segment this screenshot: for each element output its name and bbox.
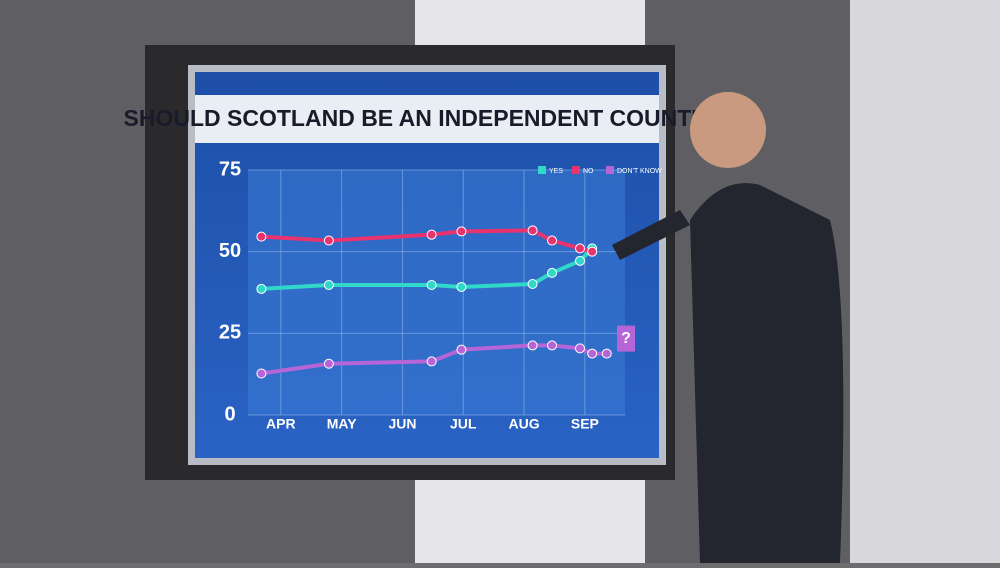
- data-point: [456, 281, 467, 292]
- plot-area: [248, 170, 625, 415]
- data-point: [256, 368, 267, 379]
- y-tick-label: 50: [219, 240, 241, 262]
- legend-swatch: [538, 166, 546, 174]
- chart-title: SHOULD SCOTLAND BE AN INDEPENDENT COUNTR…: [124, 105, 737, 131]
- x-tick-label: APR: [266, 416, 296, 432]
- data-point: [547, 235, 558, 246]
- data-point: [426, 279, 437, 290]
- data-point: [527, 279, 538, 290]
- x-tick-label: MAY: [327, 416, 357, 432]
- series-line: [261, 247, 594, 291]
- data-point: [256, 283, 267, 294]
- data-point: [587, 348, 598, 359]
- data-point: [323, 358, 334, 369]
- x-tick-label: JUL: [450, 416, 477, 432]
- data-point: [323, 279, 334, 290]
- data-point: [323, 235, 334, 246]
- studio-panel: [850, 0, 1000, 563]
- data-point: [527, 340, 538, 351]
- presenter: [690, 183, 844, 563]
- chart: 0 25 50 75 APR MAY JUN JUL AUG SEP YES NO DON'T KNOW…: [219, 158, 662, 431]
- y-tick-label: 25: [219, 322, 241, 344]
- legend-swatch: [572, 166, 580, 174]
- data-point: [426, 229, 437, 240]
- data-point: [587, 246, 598, 257]
- y-tick-label: 0: [224, 403, 235, 425]
- data-point: [575, 243, 586, 254]
- data-point: [456, 226, 467, 237]
- data-point: [456, 344, 467, 355]
- y-tick-label: 75: [219, 158, 241, 180]
- x-tick-label: SEP: [571, 416, 599, 432]
- x-tick-label: JUN: [388, 416, 416, 432]
- legend-label: YES: [549, 168, 563, 175]
- annotation: ?: [621, 330, 631, 347]
- data-point: [256, 231, 267, 242]
- data-point: [547, 267, 558, 278]
- legend-label: NO: [583, 168, 594, 175]
- annotation-box: [617, 325, 635, 352]
- data-point: [426, 356, 437, 367]
- legend-swatch: [606, 166, 614, 174]
- data-point: [575, 255, 586, 266]
- presenter-head: [690, 92, 766, 168]
- data-point: [601, 348, 612, 359]
- presenter-arm: [612, 210, 690, 260]
- x-tick-label: AUG: [508, 416, 539, 432]
- data-point: [575, 343, 586, 354]
- data-point: [547, 340, 558, 351]
- legend-label: DON'T KNOW: [617, 168, 662, 175]
- title-band: [195, 95, 659, 143]
- data-point: [527, 225, 538, 236]
